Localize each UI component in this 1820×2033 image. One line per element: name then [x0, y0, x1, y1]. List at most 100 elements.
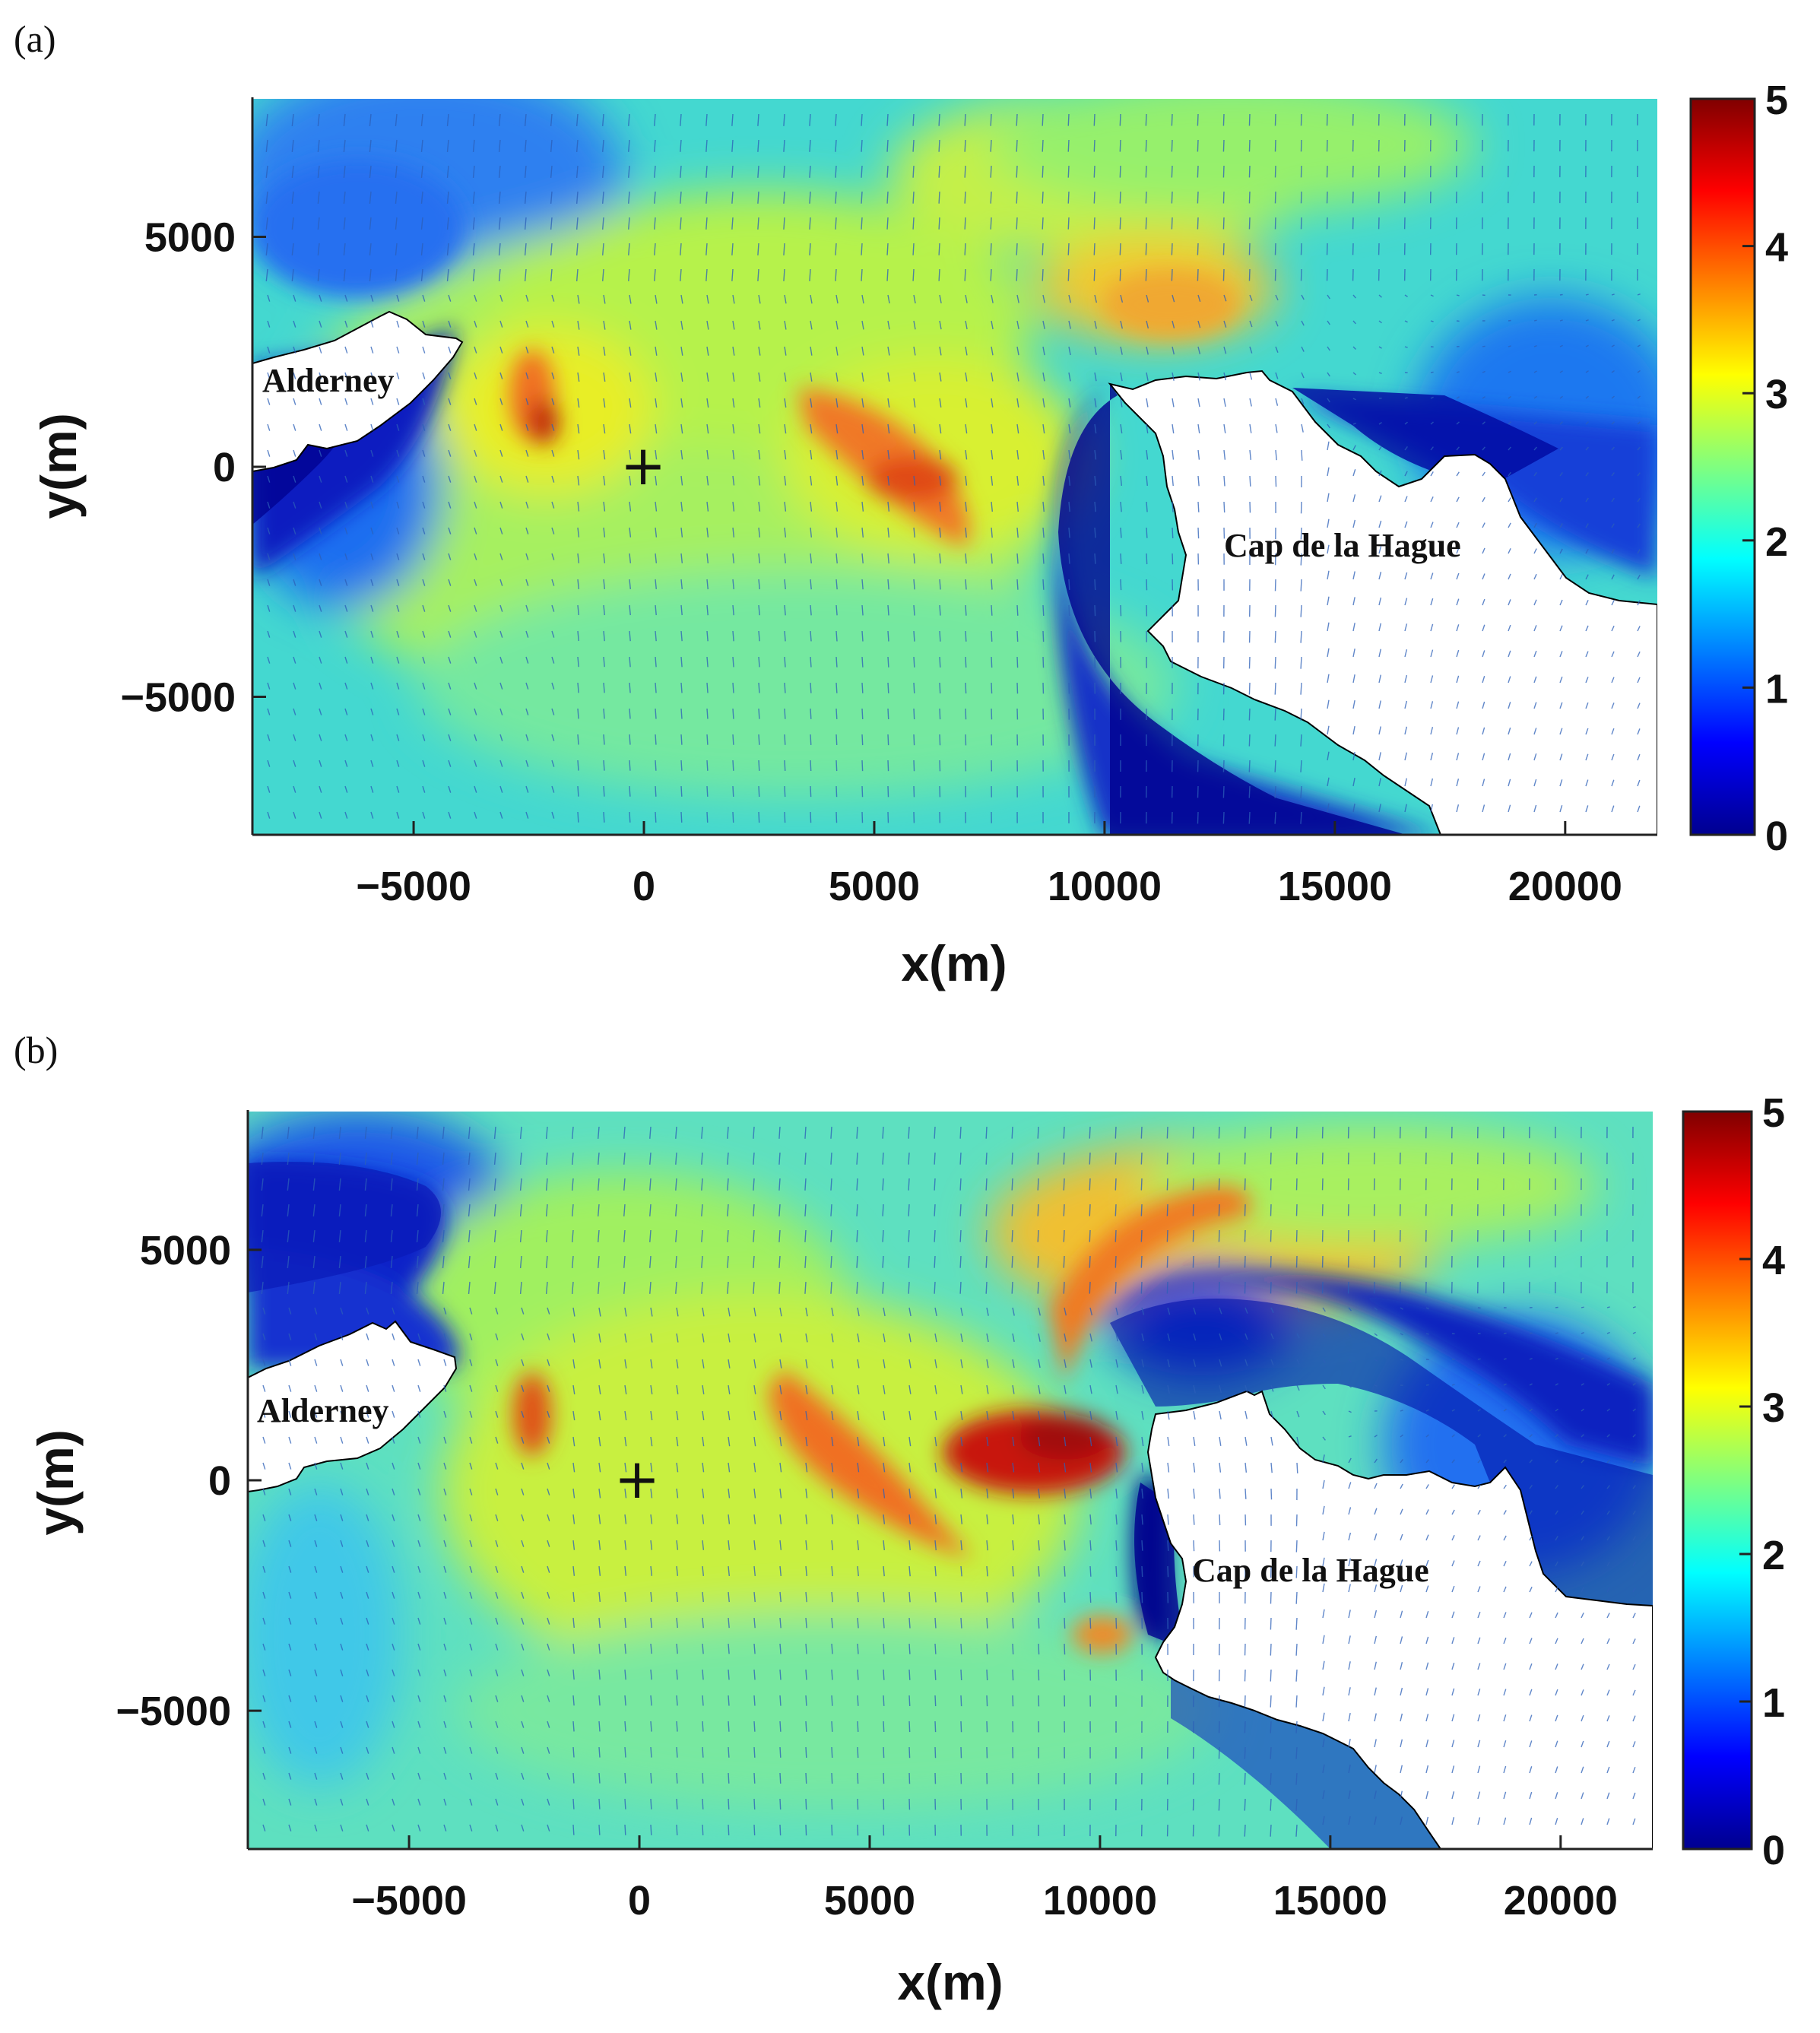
flow-vector	[778, 1152, 781, 1165]
flow-vector	[572, 1695, 575, 1706]
flow-vector	[702, 1384, 705, 1394]
flow-vector	[1508, 727, 1511, 735]
flow-vector	[1425, 1484, 1429, 1489]
flow-vector	[649, 1229, 652, 1242]
flow-vector	[757, 217, 759, 230]
flow-vector	[706, 449, 709, 460]
flow-vector	[728, 1333, 731, 1343]
flow-vector	[262, 1617, 266, 1625]
flow-vector	[1400, 1359, 1403, 1361]
flow-vector	[344, 811, 348, 819]
flow-vector	[572, 1669, 575, 1680]
flow-vector	[1115, 1281, 1117, 1294]
flow-vector	[1533, 650, 1537, 658]
flow-vector	[650, 1359, 653, 1369]
flow-vector	[547, 1410, 550, 1418]
flow-vector	[1482, 345, 1485, 347]
flow-vector	[702, 1436, 705, 1447]
flow-vector	[1322, 1660, 1325, 1670]
flow-vector	[293, 475, 296, 483]
flow-vector	[1533, 728, 1537, 735]
flow-vector	[495, 1617, 499, 1625]
flow-vector	[1404, 700, 1408, 709]
flow-vector	[1374, 1739, 1377, 1748]
flow-vector	[1352, 674, 1355, 683]
flow-vector	[1555, 1434, 1558, 1438]
flow-vector	[1146, 527, 1148, 538]
flow-vector	[602, 191, 604, 204]
flow-vector	[629, 734, 631, 745]
flow-vector	[1016, 320, 1019, 329]
flow-vector	[521, 1746, 525, 1754]
flow-vector	[986, 1565, 988, 1577]
flow-vector	[598, 1436, 601, 1447]
flow-vector	[939, 423, 942, 434]
flow-vector	[810, 527, 813, 538]
flow-vector	[369, 217, 372, 230]
flow-vector	[810, 656, 812, 668]
flow-vector	[831, 1333, 834, 1343]
flow-vector	[991, 501, 994, 512]
flow-vector	[1606, 1510, 1610, 1515]
flow-vector	[731, 191, 734, 204]
flow-vector	[288, 1695, 292, 1702]
flow-vector	[417, 1359, 421, 1366]
flow-vector	[265, 139, 268, 153]
flow-vector	[598, 1669, 601, 1680]
flow-vector	[571, 1229, 574, 1242]
flow-vector	[1248, 217, 1251, 230]
flow-vector	[265, 268, 268, 282]
flow-vector	[779, 1772, 782, 1784]
flow-vector	[288, 1565, 292, 1573]
flow-vector	[886, 217, 889, 230]
flow-vector	[1016, 682, 1019, 694]
flow-vector	[469, 1436, 473, 1444]
flow-vector	[1249, 372, 1253, 380]
flow-vector	[1093, 113, 1095, 126]
flow-vector	[624, 1746, 626, 1758]
flow-vector	[521, 1643, 525, 1651]
flow-vector	[521, 1721, 525, 1728]
flow-vector	[1193, 1333, 1197, 1341]
flow-vector	[442, 1126, 445, 1139]
flow-vector	[446, 139, 449, 152]
flow-vector	[655, 630, 657, 642]
flow-vector	[908, 1281, 910, 1294]
flow-vector	[1222, 268, 1225, 281]
flow-vector	[598, 1204, 600, 1216]
flow-vector	[1585, 728, 1589, 735]
x-tick-label: 5000	[829, 864, 920, 909]
flow-vector	[577, 630, 579, 642]
flow-vector	[1632, 1536, 1636, 1541]
flow-vector	[938, 243, 940, 255]
flow-vector	[705, 268, 708, 281]
flow-vector	[1270, 1695, 1272, 1708]
flow-vector	[1064, 1591, 1066, 1603]
flow-vector	[1197, 268, 1199, 281]
panel-b-quiver	[261, 1126, 1636, 1837]
flow-vector	[416, 1255, 419, 1269]
flow-vector	[986, 1307, 989, 1316]
flow-vector	[1141, 1436, 1144, 1447]
flow-vector	[1581, 1740, 1584, 1748]
flow-vector	[499, 604, 503, 612]
flow-vector	[395, 243, 398, 256]
flow-vector	[1348, 1661, 1351, 1670]
flow-vector	[598, 1617, 601, 1629]
flow-vector	[1322, 1557, 1325, 1567]
flow-vector	[1378, 421, 1382, 425]
flow-vector	[267, 346, 271, 354]
flow-vector	[1508, 676, 1511, 683]
flow-vector	[732, 449, 735, 460]
flow-vector	[1248, 760, 1251, 772]
flow-vector	[521, 1384, 525, 1392]
flow-vector	[598, 1772, 601, 1784]
flow-vector	[499, 346, 503, 354]
flow-vector	[314, 1410, 318, 1418]
flow-vector	[1374, 1816, 1377, 1825]
flow-vector	[1249, 346, 1253, 354]
flow-vector	[757, 191, 759, 204]
flow-vector	[1042, 449, 1045, 460]
flow-vector	[908, 1359, 912, 1369]
